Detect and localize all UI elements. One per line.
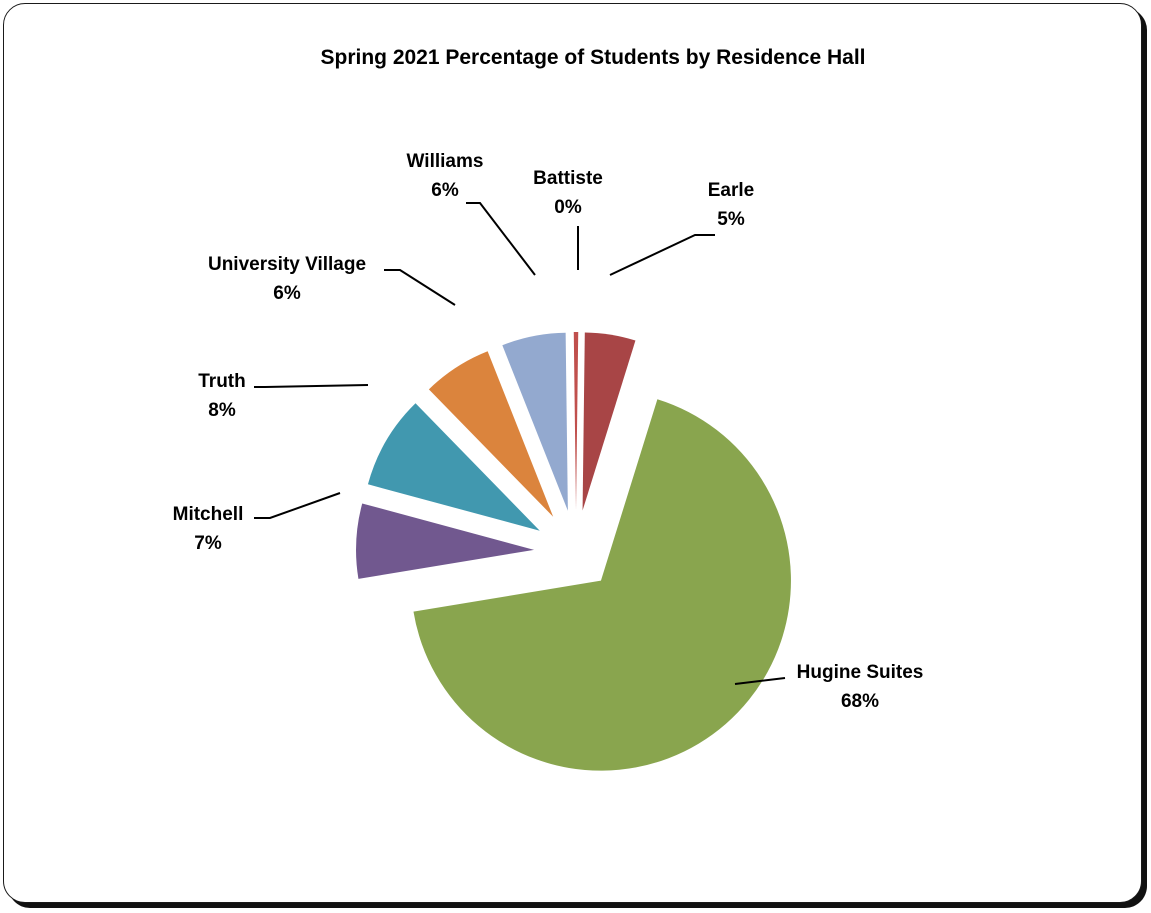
slice-name: Williams bbox=[407, 151, 484, 172]
slice-percent: 0% bbox=[554, 197, 582, 218]
pie-slices bbox=[356, 332, 791, 771]
slice-label-university-village: University Village 6% bbox=[208, 254, 366, 304]
pie-slice-battiste bbox=[574, 332, 578, 510]
slice-label-earle: Earle 5% bbox=[708, 180, 754, 230]
slice-label-truth: Truth 8% bbox=[198, 371, 246, 421]
slice-label-mitchell: Mitchell 7% bbox=[173, 504, 244, 554]
slice-percent: 6% bbox=[431, 180, 459, 201]
slice-percent: 5% bbox=[717, 209, 745, 230]
slice-percent: 68% bbox=[841, 691, 879, 712]
slice-percent: 7% bbox=[194, 533, 222, 554]
slice-label-hugine-suites: Hugine Suites 68% bbox=[797, 662, 924, 712]
leader-line-earle bbox=[610, 235, 715, 275]
slice-name: Earle bbox=[708, 180, 754, 201]
leader-line-mitchell bbox=[254, 493, 340, 518]
pie-slice-hugine-suites bbox=[413, 399, 790, 770]
leader-line-truth bbox=[254, 385, 368, 387]
slice-percent: 8% bbox=[208, 400, 236, 421]
slice-name: Hugine Suites bbox=[797, 662, 924, 683]
slice-label-battiste: Battiste 0% bbox=[533, 168, 603, 218]
leader-line-williams bbox=[466, 203, 535, 275]
slice-percent: 6% bbox=[273, 283, 301, 304]
chart-title: Spring 2021 Percentage of Students by Re… bbox=[320, 46, 865, 69]
pie-slice-earle bbox=[583, 333, 636, 511]
slice-label-williams: Williams 6% bbox=[407, 151, 484, 201]
slice-name: Battiste bbox=[533, 168, 603, 189]
leader-line-university-village bbox=[384, 270, 455, 305]
slice-name: University Village bbox=[208, 254, 366, 275]
slice-name: Truth bbox=[198, 371, 246, 392]
slice-name: Mitchell bbox=[173, 504, 244, 525]
